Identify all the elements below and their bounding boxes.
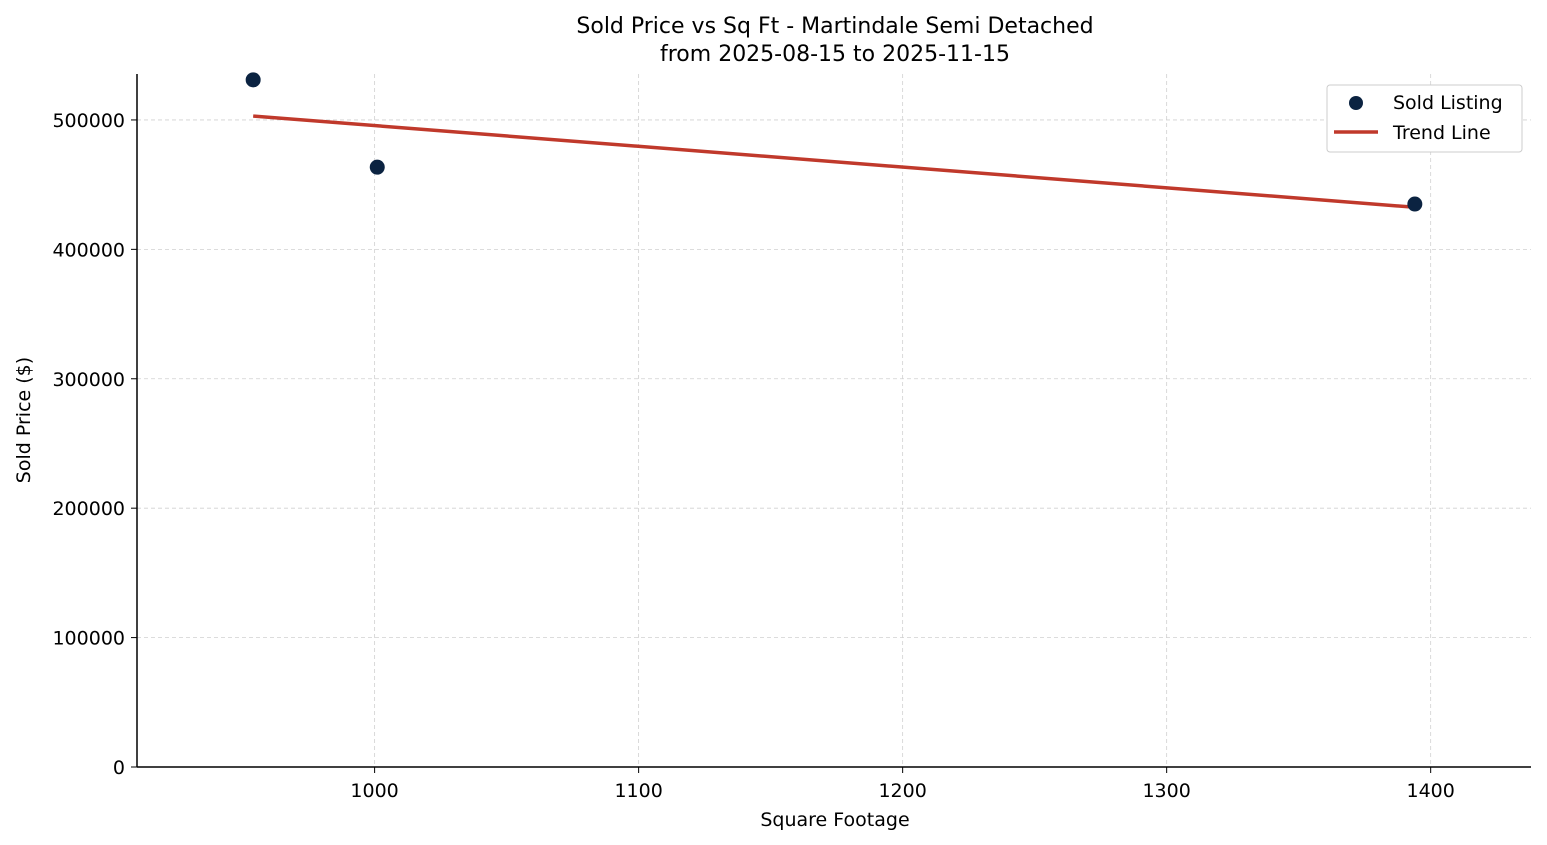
sold-listing-point <box>1407 196 1423 212</box>
legend: Sold Listing Trend Line <box>1326 84 1523 153</box>
y-tick-label: 0 <box>113 757 125 779</box>
chart-title: Sold Price vs Sq Ft - Martindale Semi De… <box>576 14 1093 39</box>
chart-subtitle: from 2025-08-15 to 2025-11-15 <box>660 42 1010 67</box>
legend-label-sold-listing: Sold Listing <box>1393 92 1503 114</box>
x-tick-label: 1300 <box>1142 780 1190 802</box>
legend-marker-sold-listing <box>1349 96 1363 110</box>
sold-listing-point <box>369 159 385 175</box>
legend-label-trend-line: Trend Line <box>1392 122 1491 144</box>
x-tick-label: 1100 <box>614 780 662 802</box>
y-tick-label: 200000 <box>52 498 125 520</box>
trend-line <box>253 114 1415 210</box>
y-tick-label: 400000 <box>52 239 125 261</box>
sold-listing-point <box>245 72 261 88</box>
x-axis-label: Square Footage <box>760 809 909 831</box>
y-tick-label: 300000 <box>52 369 125 391</box>
y-axis-label: Sold Price ($) <box>13 357 35 483</box>
x-tick-label: 1400 <box>1406 780 1454 802</box>
y-tick-label: 100000 <box>52 628 125 650</box>
x-tick-label: 1000 <box>350 780 398 802</box>
y-tick-label: 500000 <box>52 110 125 132</box>
x-tick-label: 1200 <box>878 780 926 802</box>
